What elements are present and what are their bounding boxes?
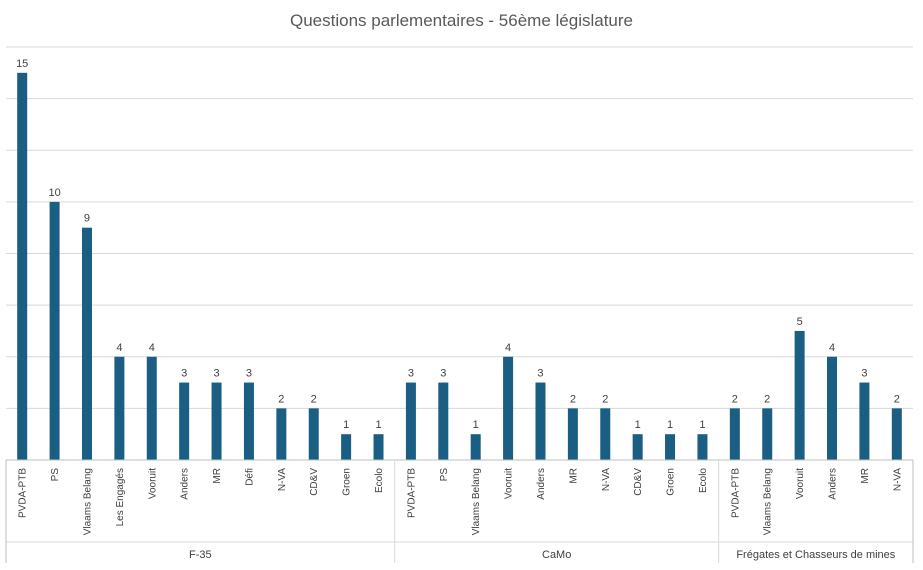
category-label: Ecolo — [698, 468, 709, 493]
bar — [535, 382, 546, 460]
bar — [211, 382, 222, 460]
bar — [114, 356, 125, 460]
category-label: Anders — [180, 468, 191, 500]
data-label: 2 — [732, 393, 738, 405]
category-label: PVDA-PTB — [730, 468, 741, 518]
bar — [859, 382, 870, 460]
data-label: 1 — [343, 419, 349, 431]
category-label: Anders — [828, 468, 839, 500]
category-label: Anders — [536, 468, 547, 500]
data-label: 3 — [408, 368, 414, 380]
category-label: Les Engagés — [115, 468, 126, 526]
category-label: Vlaams Belang — [763, 468, 774, 535]
category-label: N-VA — [892, 468, 903, 491]
bar — [762, 408, 773, 460]
bar — [179, 382, 190, 460]
data-label: 4 — [149, 342, 155, 354]
data-label: 1 — [375, 419, 381, 431]
category-label: Vooruit — [795, 468, 806, 499]
category-label: Ecolo — [374, 468, 385, 493]
category-label: Vooruit — [147, 468, 158, 499]
category-label: Vlaams Belang — [471, 468, 482, 535]
bar — [632, 434, 643, 460]
data-label: 1 — [635, 419, 641, 431]
group-label: Frégates et Chasseurs de mines — [736, 549, 895, 561]
category-label: PS — [439, 468, 450, 482]
bar — [373, 434, 384, 460]
bar — [891, 408, 902, 460]
category-label: MR — [860, 468, 871, 484]
bar — [405, 382, 416, 460]
data-label: 10 — [48, 187, 60, 199]
bar — [600, 408, 611, 460]
bar — [81, 227, 92, 460]
data-label: 2 — [278, 393, 284, 405]
bar — [438, 382, 449, 460]
bar — [243, 382, 254, 460]
category-label: CD&V — [309, 468, 320, 496]
data-label: 4 — [829, 342, 835, 354]
bar — [470, 434, 481, 460]
bar — [146, 356, 157, 460]
data-label: 15 — [16, 58, 28, 70]
bar — [503, 356, 514, 460]
category-label: CD&V — [633, 468, 644, 496]
group-label: F-35 — [189, 549, 212, 561]
category-label: Groen — [666, 468, 677, 496]
bar — [276, 408, 287, 460]
data-label: 3 — [861, 368, 867, 380]
data-label: 2 — [311, 393, 317, 405]
data-label: 2 — [570, 393, 576, 405]
x-axis — [5, 459, 914, 563]
data-label: 3 — [213, 368, 219, 380]
category-label: PS — [50, 468, 61, 482]
data-label: 2 — [602, 393, 608, 405]
bar — [17, 72, 28, 460]
category-label: MR — [568, 468, 579, 484]
category-label: Vlaams Belang — [82, 468, 93, 535]
data-label: 3 — [246, 368, 252, 380]
category-label: N-VA — [277, 468, 288, 491]
data-label: 3 — [440, 368, 446, 380]
bar — [729, 408, 740, 460]
category-label: PVDA-PTB — [406, 468, 417, 518]
data-label: 3 — [181, 368, 187, 380]
category-label: N-VA — [601, 468, 612, 491]
data-label: 1 — [473, 419, 479, 431]
data-label: 4 — [505, 342, 511, 354]
chart-title: Questions parlementaires - 56ème législa… — [289, 11, 633, 30]
bar — [49, 201, 60, 460]
bar — [794, 330, 805, 460]
group-label: CaMo — [542, 549, 571, 561]
bar — [665, 434, 676, 460]
category-label: MR — [212, 468, 223, 484]
bar — [341, 434, 352, 460]
data-label: 3 — [537, 368, 543, 380]
data-label: 1 — [667, 419, 673, 431]
data-label: 9 — [84, 213, 90, 225]
data-label: 4 — [116, 342, 122, 354]
bar — [827, 356, 838, 460]
category-label: Groen — [342, 468, 353, 496]
bar — [308, 408, 319, 460]
data-label: 1 — [699, 419, 705, 431]
data-label: 5 — [797, 316, 803, 328]
data-label: 2 — [764, 393, 770, 405]
category-label: Défi — [244, 468, 255, 486]
bar — [697, 434, 708, 460]
gridlines — [6, 46, 913, 409]
category-label: PVDA-PTB — [18, 468, 29, 518]
bar — [567, 408, 578, 460]
category-label: Vooruit — [504, 468, 515, 499]
data-label: 2 — [894, 393, 900, 405]
